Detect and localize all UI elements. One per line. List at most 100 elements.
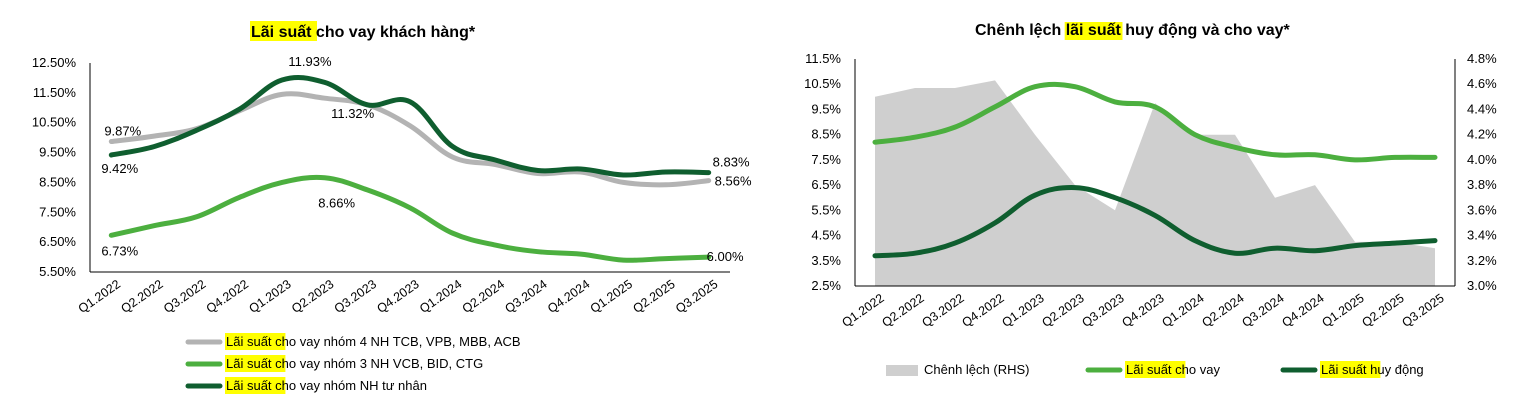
left-x-tick: Q3.2024: [502, 277, 549, 316]
right-y-axis-left: 11.5% 10.5% 9.5% 8.5% 7.5% 6.5% 5.5% 4.5% 3.5% 2.…: [804, 51, 1455, 293]
left-title-highlight-box: [250, 21, 317, 41]
right-legend-item-2: Lãi suất huy động: [1280, 361, 1424, 378]
left-y-tick: 7.50%: [39, 204, 76, 219]
right-legend-highlight-2: [1320, 361, 1381, 378]
left-legend-label-1: Lãi suất cho vay nhóm 3 NH VCB, BID, CTG: [226, 356, 483, 371]
right-y-tick: 10.5%: [804, 76, 841, 91]
left-y-tick: 12.50%: [32, 55, 77, 70]
right-x-tick: Q3.2023: [1079, 291, 1126, 330]
left-legend-highlight-2: [225, 377, 286, 394]
left-data-label-1: 9.42%: [101, 161, 138, 176]
left-x-tick: Q3.2022: [161, 277, 208, 316]
left-data-label-2: 11.93%: [288, 54, 332, 69]
left-series-line-0: [108, 91, 712, 188]
right-x-tick: Q4.2023: [1119, 291, 1166, 330]
right-y2-tick: 3.8%: [1467, 177, 1497, 192]
right-x-axis: Q1.2022Q2.2022Q3.2022Q4.2022Q1.2023Q2.20…: [839, 291, 1446, 330]
right-y-axis-right: 4.8% 4.6% 4.4% 4.2% 4.0% 3.8% 3.6% 3.4% 3.2% 3.0%: [1454, 51, 1497, 293]
right-y2-tick: 4.0%: [1467, 152, 1497, 167]
right-legend-label-2: Lãi suất huy động: [1321, 362, 1424, 377]
right-y-tick: 7.5%: [811, 152, 841, 167]
left-legend-label-2: Lãi suất cho vay nhóm NH tư nhân: [226, 378, 427, 393]
right-legend-item-1: Lãi suất cho vay: [1085, 361, 1220, 378]
left-y-tick: 8.50%: [39, 174, 76, 189]
right-y-tick: 8.5%: [811, 127, 841, 142]
right-chart-title: Chênh lệch lãi suất huy động và cho vay*: [975, 22, 1291, 39]
right-x-tick: Q3.2025: [1399, 291, 1446, 330]
left-x-tick: Q2.2024: [460, 277, 507, 316]
left-legend-highlight-0: [225, 333, 286, 350]
right-area: [875, 80, 1435, 287]
left-y-axis: 12.50% 11.50% 10.50% 9.50% 8.50% 7.50% 6.50% 5.…: [32, 55, 730, 279]
right-x-tick: Q2.2023: [1039, 291, 1086, 330]
right-legend-label-0: Chênh lệch (RHS): [924, 362, 1030, 377]
left-x-tick: Q2.2022: [118, 277, 165, 316]
left-x-tick: Q1.2024: [417, 277, 464, 316]
left-data-labels: 9.87% 9.42% 11.93% 11.32% 8.66% 6.73% 8.83% 8.5…: [101, 54, 752, 264]
right-y2-tick: 3.2%: [1467, 253, 1497, 268]
left-x-tick: Q4.2022: [204, 277, 251, 316]
right-x-tick: Q1.2022: [839, 291, 886, 330]
right-x-tick: Q3.2024: [1239, 291, 1286, 330]
left-data-label-8: 6.00%: [707, 249, 744, 264]
right-x-tick: Q1.2024: [1159, 291, 1206, 330]
left-x-tick: Q2.2025: [630, 277, 677, 316]
right-y2-tick: 3.4%: [1467, 228, 1497, 243]
left-data-label-6: 8.83%: [713, 155, 750, 170]
left-legend-highlight-1: [225, 355, 286, 372]
left-data-label-3: 11.32%: [331, 106, 375, 121]
right-x-tick: Q1.2023: [999, 291, 1046, 330]
left-title-highlight: Lãi suất: [251, 24, 312, 41]
left-y-tick: 6.50%: [39, 234, 76, 249]
left-x-tick: Q2.2023: [289, 277, 336, 316]
left-data-label-7: 8.56%: [715, 174, 752, 189]
left-legend-item-0: Lãi suất cho vay nhóm 4 NH TCB, VPB, MBB…: [185, 333, 521, 350]
right-x-tick: Q3.2022: [919, 291, 966, 330]
right-legend-highlight-1: [1125, 361, 1186, 378]
right-y2-tick: 4.4%: [1467, 101, 1497, 116]
left-series-line-2: [108, 74, 712, 178]
right-series-line-0: [872, 81, 1438, 163]
left-data-label-5: 6.73%: [101, 243, 138, 258]
left-legend-item-1: Lãi suất cho vay nhóm 3 NH VCB, BID, CTG: [185, 355, 483, 372]
right-x-tick: Q4.2024: [1279, 291, 1326, 330]
left-legend: Lãi suất cho vay nhóm 4 NH TCB, VPB, MBB…: [185, 333, 521, 394]
right-legend-label-1: Lãi suất cho vay: [1126, 362, 1220, 377]
left-series-line-1: [108, 174, 712, 263]
right-y-tick: 11.5%: [805, 51, 841, 66]
right-y2-tick: 4.8%: [1467, 51, 1497, 66]
left-legend-label-0: Lãi suất cho vay nhóm 4 NH TCB, VPB, MBB…: [226, 334, 521, 349]
left-chart: Lãi suất cho vay khách hàng* 12.50% 11.50…: [32, 21, 752, 394]
left-chart-title: Lãi suất cho vay khách hàng*: [251, 24, 476, 41]
right-y-tick: 2.5%: [811, 278, 841, 293]
right-y-tick: 4.5%: [811, 228, 841, 243]
right-x-tick: Q2.2022: [879, 291, 926, 330]
right-chart: Chênh lệch lãi suất huy động và cho vay*…: [804, 22, 1497, 378]
right-y-tick: 9.5%: [811, 101, 841, 116]
right-series-line-1: [872, 185, 1438, 259]
right-x-tick: Q2.2025: [1359, 291, 1406, 330]
left-y-tick: 9.50%: [39, 145, 76, 160]
right-y2-tick: 3.0%: [1467, 278, 1497, 293]
right-title-highlight: lãi suất: [1066, 22, 1122, 39]
right-y-tick: 6.5%: [811, 177, 841, 192]
right-y2-tick: 4.2%: [1467, 127, 1497, 142]
left-x-tick: Q3.2023: [332, 277, 379, 316]
left-x-tick: Q3.2025: [673, 277, 720, 316]
right-y-tick: 3.5%: [811, 253, 841, 268]
left-y-tick: 5.50%: [39, 264, 76, 279]
left-y-tick: 11.50%: [33, 85, 77, 100]
left-x-tick: Q1.2025: [588, 277, 635, 316]
left-data-label-4: 8.66%: [318, 196, 355, 211]
right-title-rest: huy động và cho vay*: [1121, 22, 1291, 39]
left-x-tick: Q4.2024: [545, 277, 592, 316]
left-data-label-0: 9.87%: [104, 124, 141, 139]
right-y2-tick: 4.6%: [1467, 76, 1497, 91]
right-x-tick: Q4.2022: [959, 291, 1006, 330]
right-x-tick: Q2.2024: [1199, 291, 1246, 330]
right-x-tick: Q1.2025: [1319, 291, 1366, 330]
right-legend: Chênh lệch (RHS) Lãi suất cho vay Lãi suất…: [886, 361, 1424, 378]
left-x-axis: Q1.2022Q2.2022Q3.2022Q4.2022Q1.2023Q2.20…: [76, 277, 721, 316]
left-plot: [108, 74, 712, 263]
left-x-tick: Q1.2023: [246, 277, 293, 316]
